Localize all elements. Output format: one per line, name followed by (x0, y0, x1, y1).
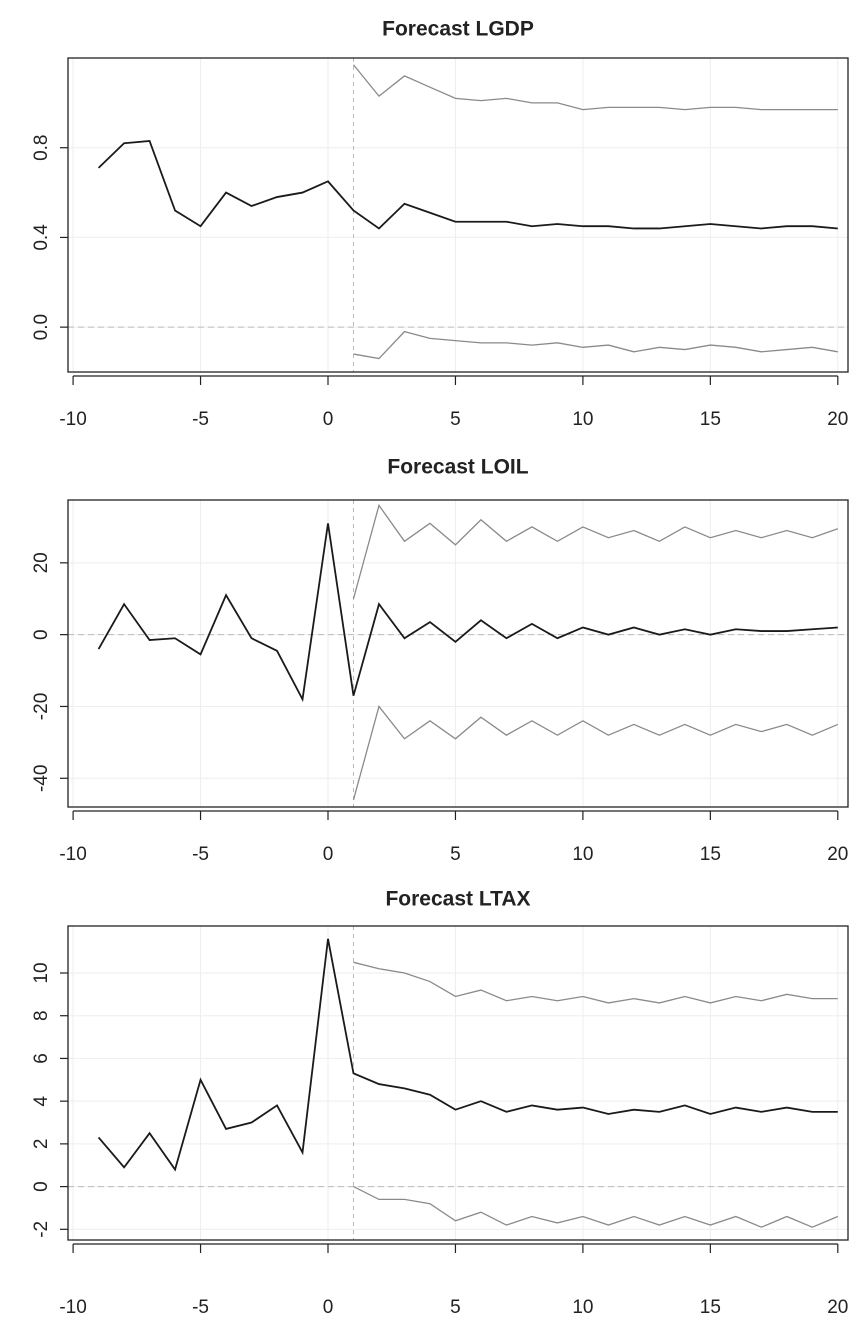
x-tick-label: 0 (323, 1297, 334, 1318)
series-line (353, 330, 838, 360)
plot-frame (67, 925, 849, 1241)
x-tick-label: -10 (59, 1297, 86, 1318)
x-tick-label: 10 (572, 1297, 593, 1318)
y-tick-label: 0.8 (31, 135, 52, 161)
x-tick-label: -5 (192, 409, 209, 430)
y-tick-label: 8 (31, 1010, 52, 1021)
x-tick-label: -5 (192, 1297, 209, 1318)
y-tick-label: 0.0 (31, 314, 52, 340)
chart-title: Forecast LTAX (385, 888, 530, 911)
x-tick-label: 15 (700, 844, 721, 865)
y-tick-label: 6 (31, 1053, 52, 1064)
y-tick-label: 2 (31, 1139, 52, 1150)
x-tick-label: 20 (827, 844, 848, 865)
plot-frame (67, 499, 849, 808)
y-tick-label: 0 (31, 1181, 52, 1192)
x-tick-label: 5 (450, 844, 461, 865)
y-tick-label: -2 (31, 1221, 52, 1238)
x-tick-label: 0 (323, 409, 334, 430)
x-tick-label: -5 (192, 844, 209, 865)
series-line (97, 938, 838, 1172)
x-tick-label: 5 (450, 409, 461, 430)
x-tick-label: -10 (59, 409, 86, 430)
x-tick-label: 5 (450, 1297, 461, 1318)
plot-frame (67, 57, 849, 373)
y-tick-label: -20 (31, 693, 52, 720)
series-line (352, 705, 839, 800)
x-tick-label: 10 (572, 409, 593, 430)
x-tick-label: 10 (572, 844, 593, 865)
chart-title: Forecast LGDP (382, 18, 534, 41)
series-line (353, 961, 838, 1004)
series-line (352, 503, 839, 599)
y-tick-label: 10 (31, 962, 52, 983)
y-tick-label: 20 (31, 552, 52, 573)
y-tick-label: 0.4 (31, 224, 52, 251)
chart-title: Forecast LOIL (387, 456, 528, 479)
series-line (353, 1186, 839, 1228)
x-tick-label: 20 (827, 1297, 848, 1318)
y-tick-label: 0 (31, 629, 52, 640)
series-line (352, 64, 838, 111)
series-line (97, 140, 838, 230)
x-tick-label: -10 (59, 844, 86, 865)
series-line (97, 523, 838, 703)
x-tick-label: 0 (323, 844, 334, 865)
y-tick-label: -40 (31, 765, 52, 792)
x-tick-label: 15 (700, 409, 721, 430)
y-tick-label: 4 (31, 1095, 52, 1106)
x-tick-label: 20 (827, 409, 848, 430)
x-tick-label: 15 (700, 1297, 721, 1318)
